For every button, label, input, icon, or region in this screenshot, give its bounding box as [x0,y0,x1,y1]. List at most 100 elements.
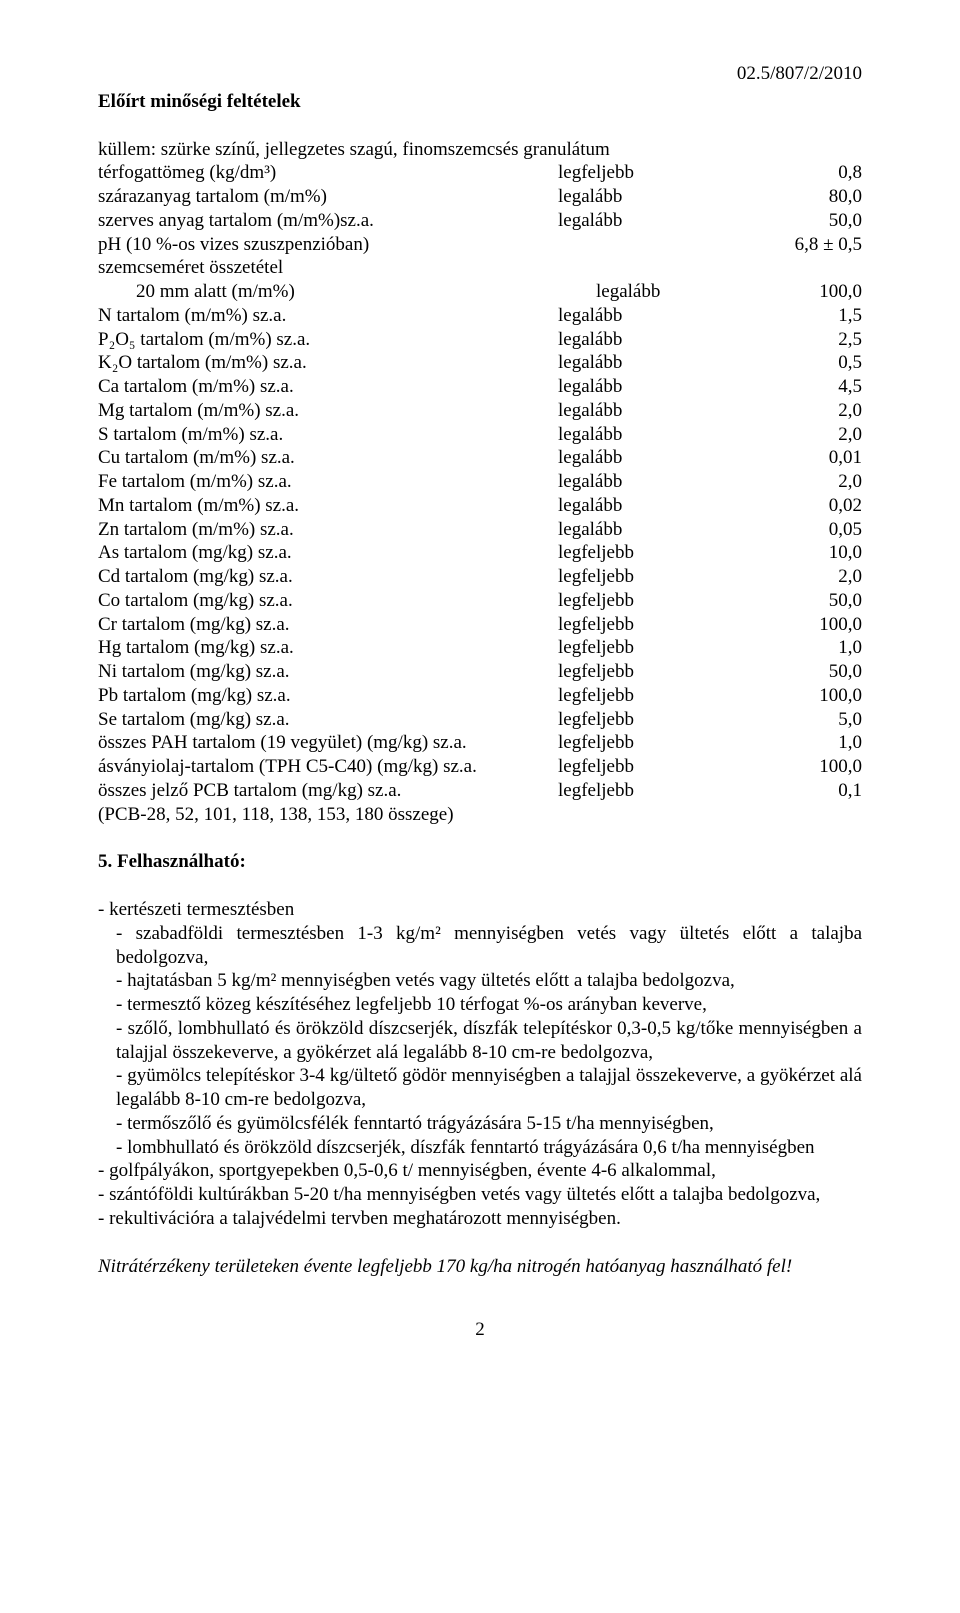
usage-item: - hajtatásban 5 kg/m² mennyiségben vetés… [98,969,862,993]
spec-row: (PCB-28, 52, 101, 118, 138, 153, 180 öss… [98,803,862,827]
spec-qualifier: legfeljebb [558,779,698,803]
spec-row: Mn tartalom (m/m%) sz.a.legalább0,02 [98,494,862,518]
spec-label: ásványiolaj-tartalom (TPH C5-C40) (mg/kg… [98,755,558,779]
spec-qualifier [558,233,698,257]
spec-label: K₂O tartalom (m/m%) sz.a. [98,351,558,375]
spec-label: Hg tartalom (mg/kg) sz.a. [98,636,558,660]
spec-qualifier: legfeljebb [558,565,698,589]
spec-row: pH (10 %-os vizes szuszpenzióban)6,8 ± 0… [98,233,862,257]
spec-value: 0,5 [698,351,862,375]
usage-item: - kertészeti termesztésben [98,898,862,922]
spec-value: 2,0 [698,399,862,423]
usage-item: - golfpályákon, sportgyepekben 0,5-0,6 t… [98,1159,862,1183]
spec-label: Co tartalom (mg/kg) sz.a. [98,589,558,613]
spec-row: Pb tartalom (mg/kg) sz.a.legfeljebb100,0 [98,684,862,708]
spec-label: 20 mm alatt (m/m%) [98,280,596,304]
spec-qualifier: legalább [558,328,698,352]
spec-qualifier: legalább [558,423,698,447]
spec-qualifier: legalább [558,518,698,542]
spec-label: Cd tartalom (mg/kg) sz.a. [98,565,558,589]
spec-value: 2,0 [698,470,862,494]
spec-value: 10,0 [698,541,862,565]
spec-value: 50,0 [698,209,862,233]
spec-label: Ca tartalom (m/m%) sz.a. [98,375,558,399]
usage-item: - gyümölcs telepítéskor 3-4 kg/ültető gö… [98,1064,862,1112]
spec-label: térfogattömeg (kg/dm³) [98,161,558,185]
spec-row: Hg tartalom (mg/kg) sz.a.legfeljebb1,0 [98,636,862,660]
spec-value: 1,0 [698,731,862,755]
page-number: 2 [98,1318,862,1342]
spec-row: Ca tartalom (m/m%) sz.a.legalább4,5 [98,375,862,399]
spec-qualifier: legfeljebb [558,684,698,708]
spec-value [698,256,862,280]
spec-label: Mn tartalom (m/m%) sz.a. [98,494,558,518]
spec-value: 0,01 [698,446,862,470]
spec-row: 20 mm alatt (m/m%)legalább100,0 [98,280,862,304]
spec-qualifier: legalább [558,185,698,209]
spec-value: 80,0 [698,185,862,209]
spec-row: Cr tartalom (mg/kg) sz.a.legfeljebb100,0 [98,613,862,637]
spec-qualifier: legfeljebb [558,731,698,755]
spec-value: 1,0 [698,636,862,660]
usage-item: - szabadföldi termesztésben 1-3 kg/m² me… [98,922,862,970]
spec-row: K₂O tartalom (m/m%) sz.a.legalább0,5 [98,351,862,375]
usage-item: - szántóföldi kultúrákban 5-20 t/ha menn… [98,1183,862,1207]
spec-value: 0,05 [698,518,862,542]
spec-row: térfogattömeg (kg/dm³)legfeljebb0,8 [98,161,862,185]
spec-row: Cd tartalom (mg/kg) sz.a.legfeljebb2,0 [98,565,862,589]
spec-value: 100,0 [698,684,862,708]
usage-item: - termesztő közeg készítéséhez legfeljeb… [98,993,862,1017]
spec-label: Fe tartalom (m/m%) sz.a. [98,470,558,494]
spec-qualifier: legalább [558,399,698,423]
spec-label: Zn tartalom (m/m%) sz.a. [98,518,558,542]
spec-row: Zn tartalom (m/m%) sz.a.legalább0,05 [98,518,862,542]
spec-qualifier [558,256,698,280]
spec-label: Pb tartalom (mg/kg) sz.a. [98,684,558,708]
spec-value [698,803,862,827]
spec-qualifier: legalább [558,304,698,328]
doc-number: 02.5/807/2/2010 [98,62,862,86]
spec-qualifier: legalább [558,351,698,375]
usage-item: - termőszőlő és gyümölcsfélék fenntartó … [98,1112,862,1136]
spec-value: 2,0 [698,423,862,447]
spec-qualifier: legalább [558,470,698,494]
spec-label: Ni tartalom (mg/kg) sz.a. [98,660,558,684]
spec-row: összes jelző PCB tartalom (mg/kg) sz.a.l… [98,779,862,803]
spec-label: szárazanyag tartalom (m/m%) [98,185,558,209]
spec-qualifier: legalább [558,446,698,470]
spec-qualifier: legfeljebb [558,589,698,613]
heading-quality: Előírt minőségi feltételek [98,90,862,114]
spec-label: Cr tartalom (mg/kg) sz.a. [98,613,558,637]
usage-item: - szőlő, lombhullató és örökzöld díszcse… [98,1017,862,1065]
spec-row: S tartalom (m/m%) sz.a.legalább2,0 [98,423,862,447]
spec-label: összes jelző PCB tartalom (mg/kg) sz.a. [98,779,558,803]
nitrate-note: Nitrátérzékeny területeken évente legfel… [98,1255,862,1279]
spec-label: szemcseméret összetétel [98,256,558,280]
spec-row: Cu tartalom (m/m%) sz.a.legalább0,01 [98,446,862,470]
spec-value: 6,8 ± 0,5 [698,233,862,257]
spec-label: összes PAH tartalom (19 vegyület) (mg/kg… [98,731,558,755]
spec-value: 100,0 [698,613,862,637]
spec-label: As tartalom (mg/kg) sz.a. [98,541,558,565]
spec-label: Cu tartalom (m/m%) sz.a. [98,446,558,470]
spec-value: 50,0 [698,589,862,613]
spec-value: 100,0 [736,280,862,304]
spec-value: 100,0 [698,755,862,779]
spec-row: Co tartalom (mg/kg) sz.a.legfeljebb50,0 [98,589,862,613]
spec-qualifier: legfeljebb [558,636,698,660]
spec-row: Mg tartalom (m/m%) sz.a.legalább2,0 [98,399,862,423]
spec-label: Mg tartalom (m/m%) sz.a. [98,399,558,423]
spec-label: S tartalom (m/m%) sz.a. [98,423,558,447]
intro-line: küllem: szürke színű, jellegzetes szagú,… [98,138,862,162]
spec-qualifier: legfeljebb [558,660,698,684]
spec-row: As tartalom (mg/kg) sz.a.legfeljebb10,0 [98,541,862,565]
spec-value: 1,5 [698,304,862,328]
spec-qualifier: legfeljebb [558,161,698,185]
spec-row: szárazanyag tartalom (m/m%)legalább80,0 [98,185,862,209]
usage-block: - kertészeti termesztésben- szabadföldi … [98,898,862,1231]
usage-item: - rekultivációra a talajvédelmi tervben … [98,1207,862,1231]
spec-label: szerves anyag tartalom (m/m%)sz.a. [98,209,558,233]
spec-value: 0,1 [698,779,862,803]
heading-usage: 5. Felhasználható: [98,850,862,874]
spec-table: térfogattömeg (kg/dm³)legfeljebb0,8szára… [98,161,862,826]
